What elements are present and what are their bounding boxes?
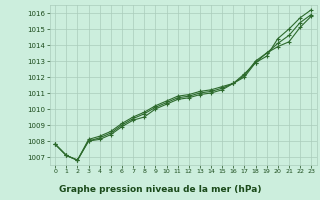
Text: Graphe pression niveau de la mer (hPa): Graphe pression niveau de la mer (hPa)	[59, 185, 261, 194]
